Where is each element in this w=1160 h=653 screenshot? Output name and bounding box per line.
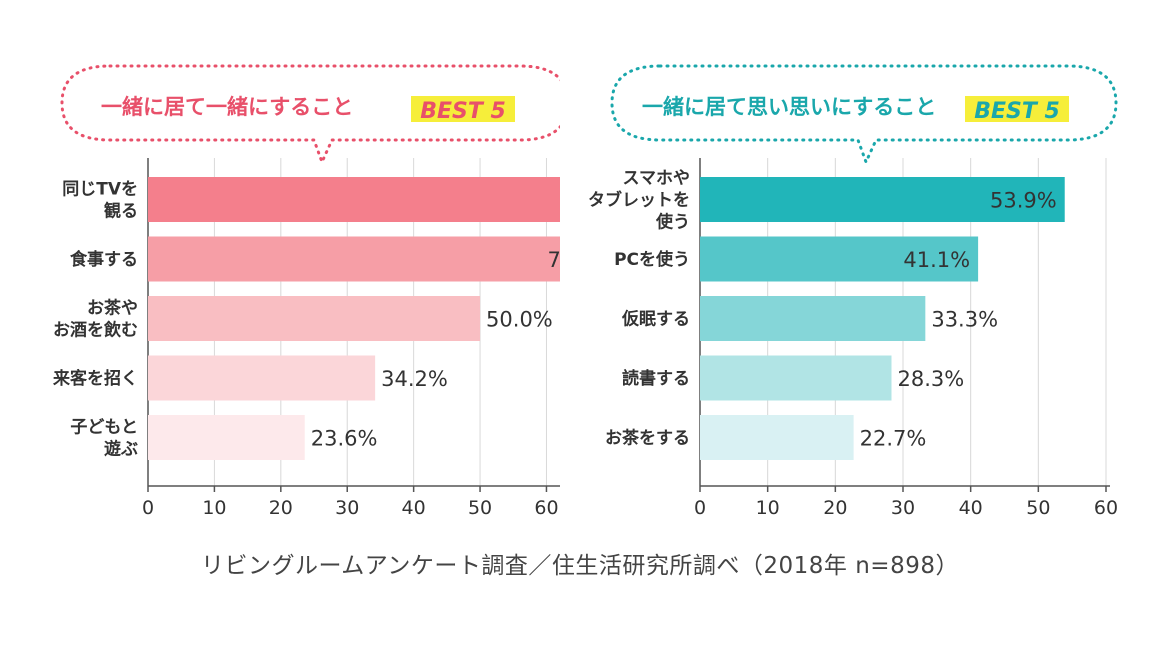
badge-highlight (411, 96, 515, 122)
x-tick-label: 30 (891, 497, 915, 519)
bar-value-label: 28.3% (897, 367, 964, 391)
bar-value-label: 33.3% (931, 308, 998, 332)
source-note: リビングルームアンケート調査／住生活研究所調べ（2018年 n=898） (201, 553, 959, 579)
x-tick-label: 40 (959, 497, 983, 519)
category-label: 使う (655, 212, 690, 233)
category-label: お茶や (87, 298, 138, 319)
category-label: 来客を招く (52, 368, 138, 389)
bar-value-label: 41.1% (903, 248, 970, 272)
x-tick-label: 50 (468, 497, 492, 519)
chart-right: 一緒に居て思い思いにすること BEST 5 0 10 20 30 40 50 60 53.9% スマ… (588, 64, 1118, 519)
bar (148, 355, 376, 401)
category-label: 観る (104, 201, 138, 222)
chart-title: 一緒に居て思い思いにすること (642, 95, 936, 119)
x-tick-label: 0 (142, 497, 154, 519)
badge-highlight (965, 96, 1069, 122)
bar (700, 296, 926, 341)
category-label: 同じTVを (62, 180, 138, 200)
bar-value-label: 23.6% (311, 427, 378, 451)
category-label: お酒を飲む (53, 320, 138, 341)
bar (700, 236, 979, 282)
bar-value-label: 34.2% (381, 367, 448, 391)
category-label: 遊ぶ (104, 439, 138, 460)
category-label: 子どもと (70, 418, 138, 438)
title-bubble (610, 64, 1118, 166)
bar (148, 177, 560, 222)
title-bubble (60, 64, 560, 166)
bar (700, 415, 854, 460)
x-tick-label: 30 (335, 497, 359, 519)
category-label: 仮眠する (621, 309, 690, 330)
bar (700, 177, 1065, 222)
x-tick-label: 10 (202, 497, 226, 519)
bar (148, 236, 560, 282)
x-tick-label: 40 (402, 497, 426, 519)
bar-value-label: 53.9% (990, 189, 1057, 213)
bar (700, 355, 892, 401)
bar-value-label: 22.7% (860, 427, 927, 451)
category-label: 読書する (622, 368, 690, 389)
best5-badge: BEST 5 (974, 99, 1060, 124)
x-tick-label: 60 (1094, 497, 1118, 519)
category-label: 食事する (70, 249, 138, 270)
category-label: お茶をする (605, 428, 690, 449)
best5-badge: BEST 5 (420, 99, 506, 124)
x-tick-label: 0 (694, 497, 706, 519)
category-label: タブレットを (588, 190, 690, 211)
x-tick-label: 50 (1026, 497, 1050, 519)
category-label: PCを使う (614, 249, 690, 270)
x-tick-label: 10 (756, 497, 780, 519)
bar-value-label: 50.0% (486, 308, 553, 332)
x-tick-label: 20 (823, 497, 847, 519)
bar-value-label: 71.4% (547, 248, 560, 272)
bar (148, 296, 481, 341)
chart-title: 一緒に居て一緒にすること (101, 95, 353, 119)
x-tick-label: 60 (534, 497, 558, 519)
x-tick-label: 20 (269, 497, 293, 519)
category-label: スマホや (623, 169, 691, 189)
bar (148, 415, 305, 460)
